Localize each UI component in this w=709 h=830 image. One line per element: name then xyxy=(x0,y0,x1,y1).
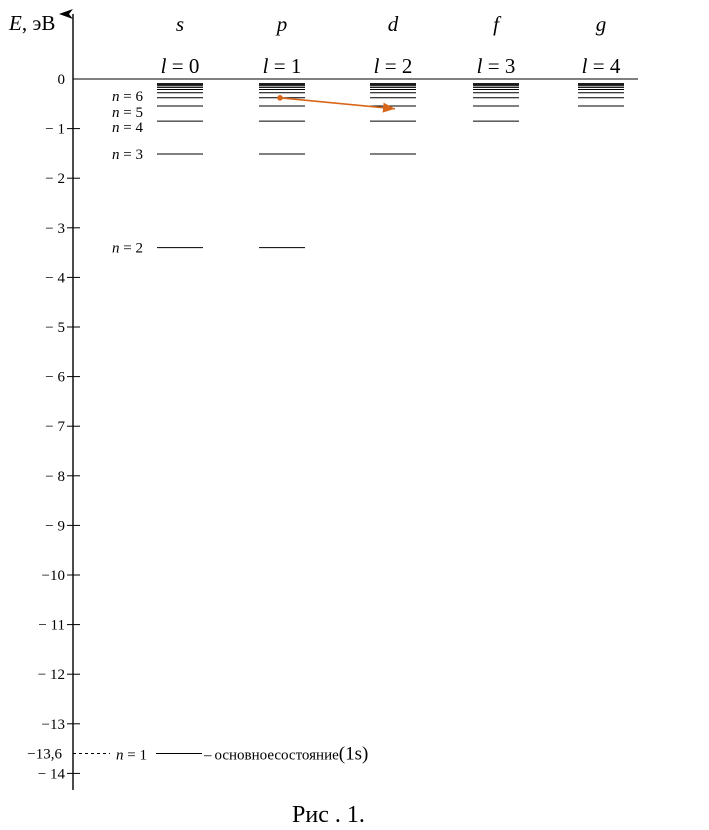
principal-quantum-labels: n = 6n = 5n = 4 n = 3 n = 2 n = 1 xyxy=(112,89,147,764)
l-value-label: l = 3 xyxy=(477,54,516,78)
l-value-label: l = 4 xyxy=(582,54,621,78)
orbital-letter-p: p xyxy=(275,12,288,36)
l-value-label: l = 1 xyxy=(263,54,302,78)
n-label-2: n = 2 xyxy=(112,241,143,257)
orbital-letter-g: g xyxy=(596,12,607,36)
tick-label: 0 xyxy=(58,72,66,88)
tick-label: − 7 xyxy=(45,419,65,435)
l-value-label: l = 0 xyxy=(161,54,200,78)
axis-ticks: 0 − 1 − 2 − 3 − 4 − 5 − 6 − 7 − 8 − 9 −10 − 11 − 12 −… xyxy=(38,72,80,782)
axis-title: E, эВ xyxy=(8,11,55,35)
n-label-6: n = 6 xyxy=(112,89,143,105)
transition-arrow xyxy=(277,95,396,113)
tick-label: −10 xyxy=(42,568,65,584)
ground-state-label: – основноесостояние(1s) xyxy=(203,744,368,765)
orbital-letter-d: d xyxy=(388,12,399,36)
transition-start-dot xyxy=(277,95,283,101)
transition-line xyxy=(279,97,396,113)
tick-label: − 6 xyxy=(45,370,65,386)
energy-levels xyxy=(156,83,624,755)
orbital-column-headers: s l = 0 p l = 1 d l = 2 f l = 3 g l = 4 xyxy=(161,12,621,78)
tick-label: − 1 xyxy=(45,122,65,138)
tick-label: − 8 xyxy=(45,469,65,485)
tick-label: − 4 xyxy=(45,270,65,286)
tick-label: −13 xyxy=(42,717,65,733)
tick-label: − 12 xyxy=(38,667,65,683)
n-label-5: n = 5 xyxy=(112,105,143,121)
l-value-label: l = 2 xyxy=(374,54,413,78)
tick-label: − 14 xyxy=(38,766,66,782)
n-label-1: n = 1 xyxy=(116,748,147,764)
n-label-3: n = 3 xyxy=(112,147,143,163)
tick-label: − 9 xyxy=(45,518,65,534)
ground-energy-label: −13,6 xyxy=(27,747,62,763)
ground-state-marker: −13,6 – основноесостояние(1s) xyxy=(27,744,368,765)
orbital-letter-s: s xyxy=(176,12,184,36)
tick-label: − 11 xyxy=(38,618,65,634)
tick-label: − 3 xyxy=(45,221,65,237)
orbital-letter-f: f xyxy=(493,12,502,36)
figure-caption: Рис . 1. xyxy=(292,802,365,828)
n-label-4: n = 4 xyxy=(112,120,143,136)
tick-label: − 2 xyxy=(45,171,65,187)
tick-label: − 5 xyxy=(45,320,65,336)
